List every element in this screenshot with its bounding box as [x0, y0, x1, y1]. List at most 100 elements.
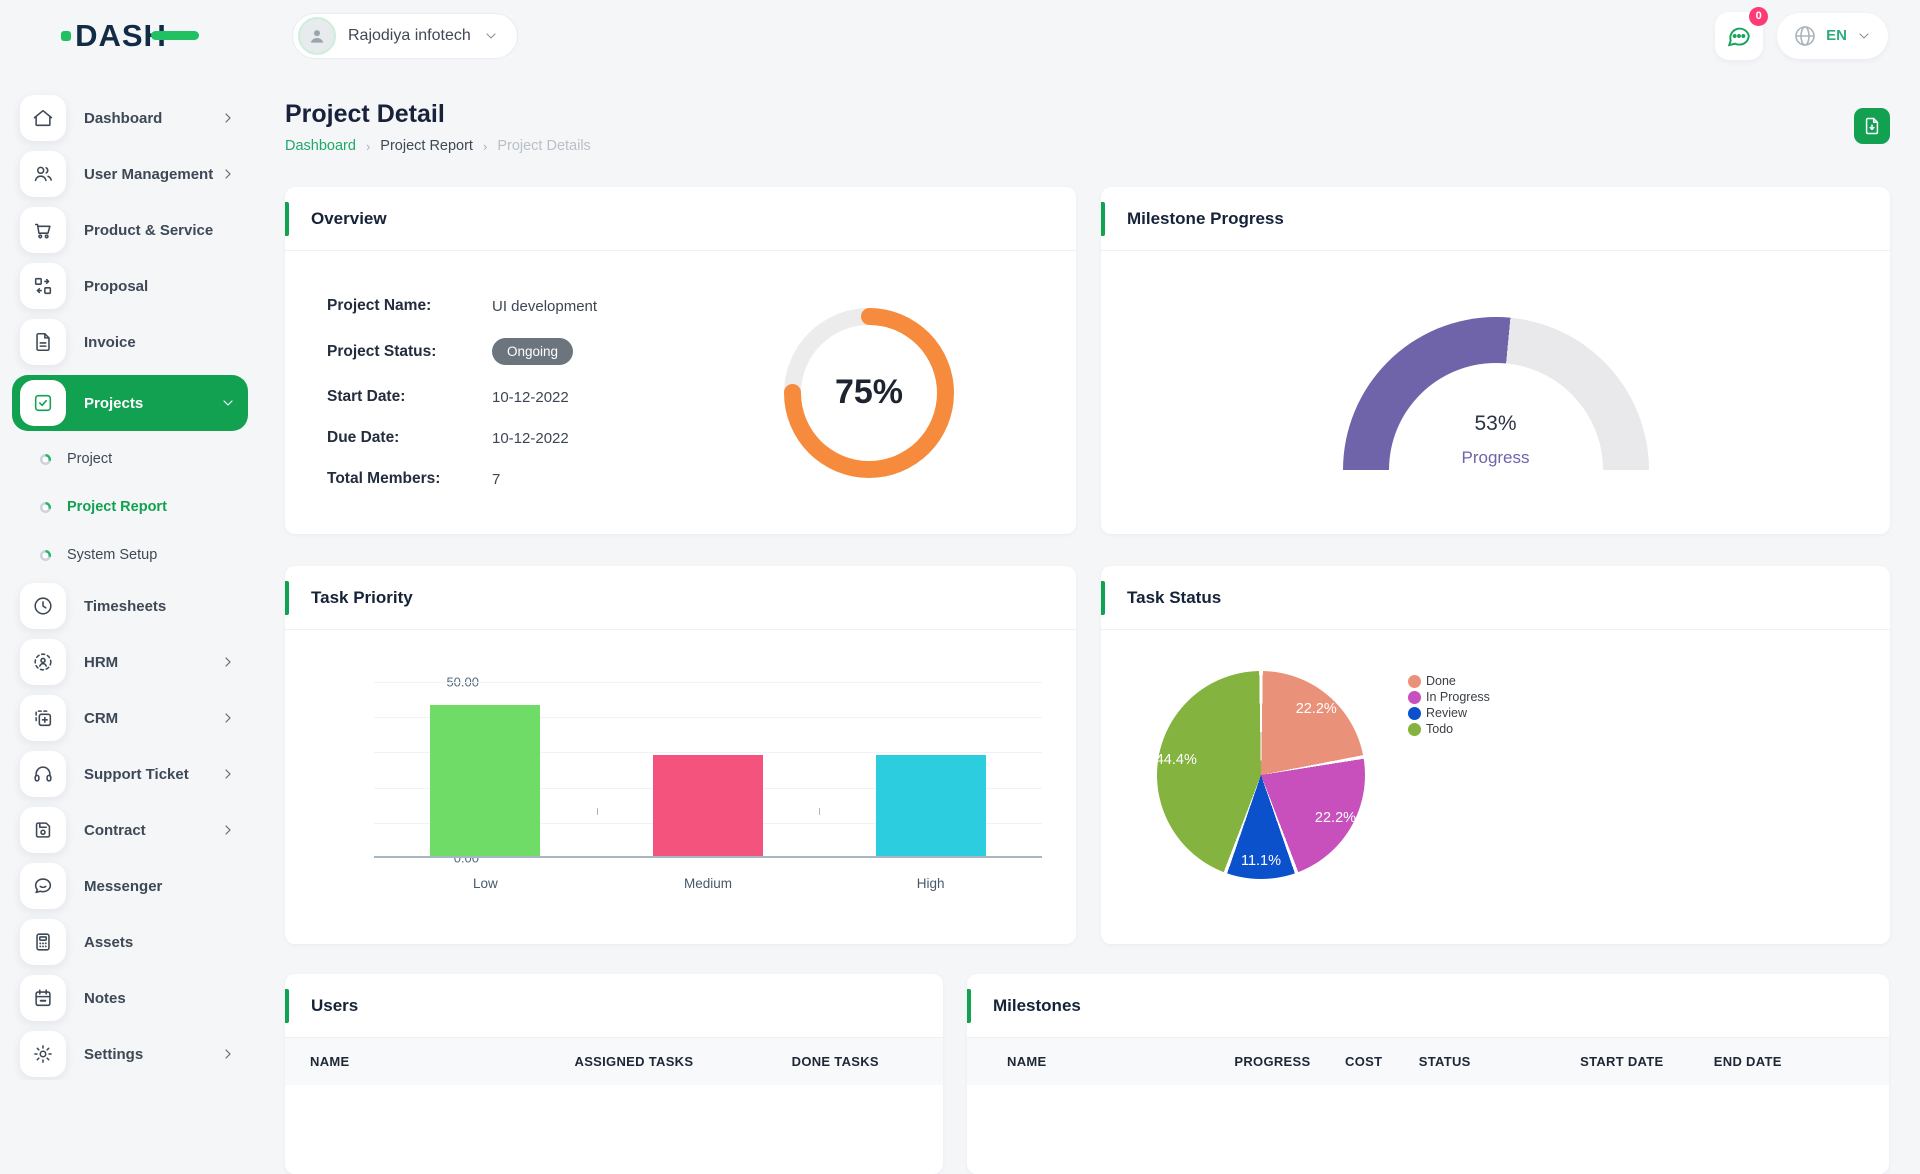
sidebar-subitem-project-report[interactable]: Project Report: [40, 487, 260, 527]
globe-icon: [1793, 24, 1817, 48]
overview-card-title: Overview: [311, 208, 387, 228]
hrm-icon: [32, 651, 54, 673]
sidebar-item-label: Product & Service: [84, 221, 214, 239]
bullet-icon: [40, 501, 51, 513]
notifications-button[interactable]: 0: [1715, 6, 1769, 60]
sidebar-subitem-project[interactable]: Project: [40, 439, 260, 479]
sidebar-item-proposal[interactable]: Proposal: [12, 263, 248, 309]
gauge-sub-label: Progress: [1461, 448, 1530, 467]
sidebar-subitem-label: Project Report: [67, 499, 167, 515]
sidebar-item-label: Notes: [84, 989, 126, 1007]
users-card-title: Users: [311, 995, 359, 1015]
field-label: Project Status:: [327, 342, 437, 360]
card-accent-bar: [285, 989, 289, 1023]
field-value: 10-12-2022: [492, 429, 569, 447]
sidebar-subitem-system-setup[interactable]: System Setup: [40, 535, 260, 575]
gear-icon: [32, 1043, 54, 1065]
message-icon: [32, 875, 54, 897]
sidebar-item-invoice[interactable]: Invoice: [12, 319, 248, 365]
chevron-right-icon: [220, 110, 236, 126]
donut-center-label: 75%: [834, 373, 904, 411]
pie-slice-label: 22.2%: [1314, 810, 1357, 826]
x-axis-labels: Low Medium High: [374, 876, 1042, 891]
export-button[interactable]: [1854, 108, 1890, 144]
milestones-card-title: Milestones: [993, 995, 1081, 1015]
sidebar-item-dashboard[interactable]: Dashboard: [12, 95, 248, 141]
sidebar-item-label: HRM: [84, 653, 119, 671]
bar-low[interactable]: [430, 705, 541, 856]
chevron-right-icon: [220, 710, 236, 726]
legend-dot-icon: [1408, 706, 1421, 720]
sidebar-item-notes[interactable]: Notes: [12, 975, 248, 1021]
legend-item-todo[interactable]: Todo: [1408, 722, 1490, 736]
column-header-start-date: START DATE: [1580, 1054, 1664, 1069]
topbar: DASH Rajodiya infotech 0 EN: [0, 0, 1920, 71]
workspace-selector[interactable]: Rajodiya infotech: [292, 12, 518, 59]
column-header-cost: COST: [1345, 1054, 1383, 1069]
overview-field-due-date: Due Date: 10-12-2022: [327, 429, 597, 447]
language-selector[interactable]: EN: [1777, 12, 1888, 59]
task-priority-bar-chart[interactable]: 0.0010.0020.0030.0040.0050.00LowMediumHi…: [285, 630, 1076, 944]
breadcrumb-separator-icon: ›: [365, 138, 371, 154]
sidebar-item-user-management[interactable]: User Management: [12, 151, 248, 197]
sidebar-item-timesheets[interactable]: Timesheets: [12, 583, 248, 629]
pie[interactable]: 22.2% 22.2% 11.1% 44.4%: [1156, 671, 1365, 879]
legend-label: Todo: [1426, 722, 1454, 736]
x-axis-label: High: [916, 876, 945, 891]
legend-label: Review: [1426, 706, 1467, 720]
sidebar-item-label: Projects: [84, 394, 144, 412]
gauge-arc: [1342, 317, 1649, 470]
legend-item-in-progress[interactable]: In Progress: [1408, 690, 1490, 704]
project-completion-donut-chart[interactable]: 75%: [784, 307, 954, 478]
bar-column-high: [819, 682, 1042, 856]
sidebar-subitem-label: System Setup: [67, 547, 158, 563]
workspace-name: Rajodiya infotech: [348, 26, 471, 44]
card-accent-bar: [967, 989, 971, 1023]
gauge-percent-label: 53%: [1474, 412, 1517, 435]
chat-bubble-icon: [1726, 23, 1752, 49]
legend-item-review[interactable]: Review: [1408, 706, 1490, 720]
sidebar-item-label: Invoice: [84, 333, 136, 351]
breadcrumb-current: Project Details: [497, 138, 591, 154]
overview-field-total-members: Total Members: 7: [327, 470, 597, 488]
card-accent-bar: [1101, 581, 1105, 615]
milestone-gauge-chart[interactable]: 53% Progress: [1342, 317, 1649, 470]
pie-slice-label: 11.1%: [1240, 853, 1282, 869]
task-status-pie-chart[interactable]: 22.2% 22.2% 11.1% 44.4% Done In Progress Revie…: [1101, 630, 1890, 944]
x-axis-tick: [819, 808, 821, 815]
x-axis-label: Low: [472, 876, 498, 891]
column-header-done-tasks: DONE TASKS: [791, 1054, 879, 1069]
main-content: Project Detail Dashboard › Project Report ›…: [285, 71, 1890, 1174]
bar-high[interactable]: [875, 755, 986, 856]
legend-item-done[interactable]: Done: [1408, 674, 1490, 688]
sidebar-item-label: Support Ticket: [84, 765, 189, 783]
sidebar-item-crm[interactable]: CRM: [12, 695, 248, 741]
sidebar-item-label: Contract: [84, 821, 146, 839]
legend-label: In Progress: [1426, 690, 1490, 704]
sidebar-item-hrm[interactable]: HRM: [12, 639, 248, 685]
breadcrumb-link[interactable]: Dashboard: [285, 138, 356, 154]
task-priority-card-title: Task Priority: [311, 587, 413, 607]
sidebar-item-product-service[interactable]: Product & Service: [12, 207, 248, 253]
bar-series: [374, 682, 1042, 856]
logo-dash-icon: [150, 31, 199, 40]
users-table: NAME ASSIGNED TASKS DONE TASKS: [285, 1038, 943, 1085]
sidebar-item-contract[interactable]: Contract: [12, 807, 248, 853]
milestone-card-header: Milestone Progress: [1101, 187, 1890, 251]
field-value: 10-12-2022: [492, 388, 569, 406]
gridline: [374, 717, 1042, 719]
sidebar-item-messenger[interactable]: Messenger: [12, 863, 248, 909]
contract-icon: [32, 819, 54, 841]
sidebar-item-assets[interactable]: Assets: [12, 919, 248, 965]
column-header-name: NAME: [310, 1054, 350, 1069]
milestones-card-header: Milestones: [967, 974, 1889, 1038]
field-label: Start Date:: [327, 388, 406, 405]
sidebar-item-settings[interactable]: Settings: [12, 1031, 248, 1077]
sidebar-item-projects[interactable]: Projects: [12, 375, 248, 431]
legend-dot-icon: [1408, 674, 1421, 688]
breadcrumb-link[interactable]: Project Report: [380, 138, 473, 154]
pie-legend: Done In Progress Review Todo: [1408, 674, 1490, 736]
sidebar-item-support-ticket[interactable]: Support Ticket: [12, 751, 248, 797]
bar-medium[interactable]: [653, 755, 763, 856]
cart-icon: [32, 219, 54, 241]
